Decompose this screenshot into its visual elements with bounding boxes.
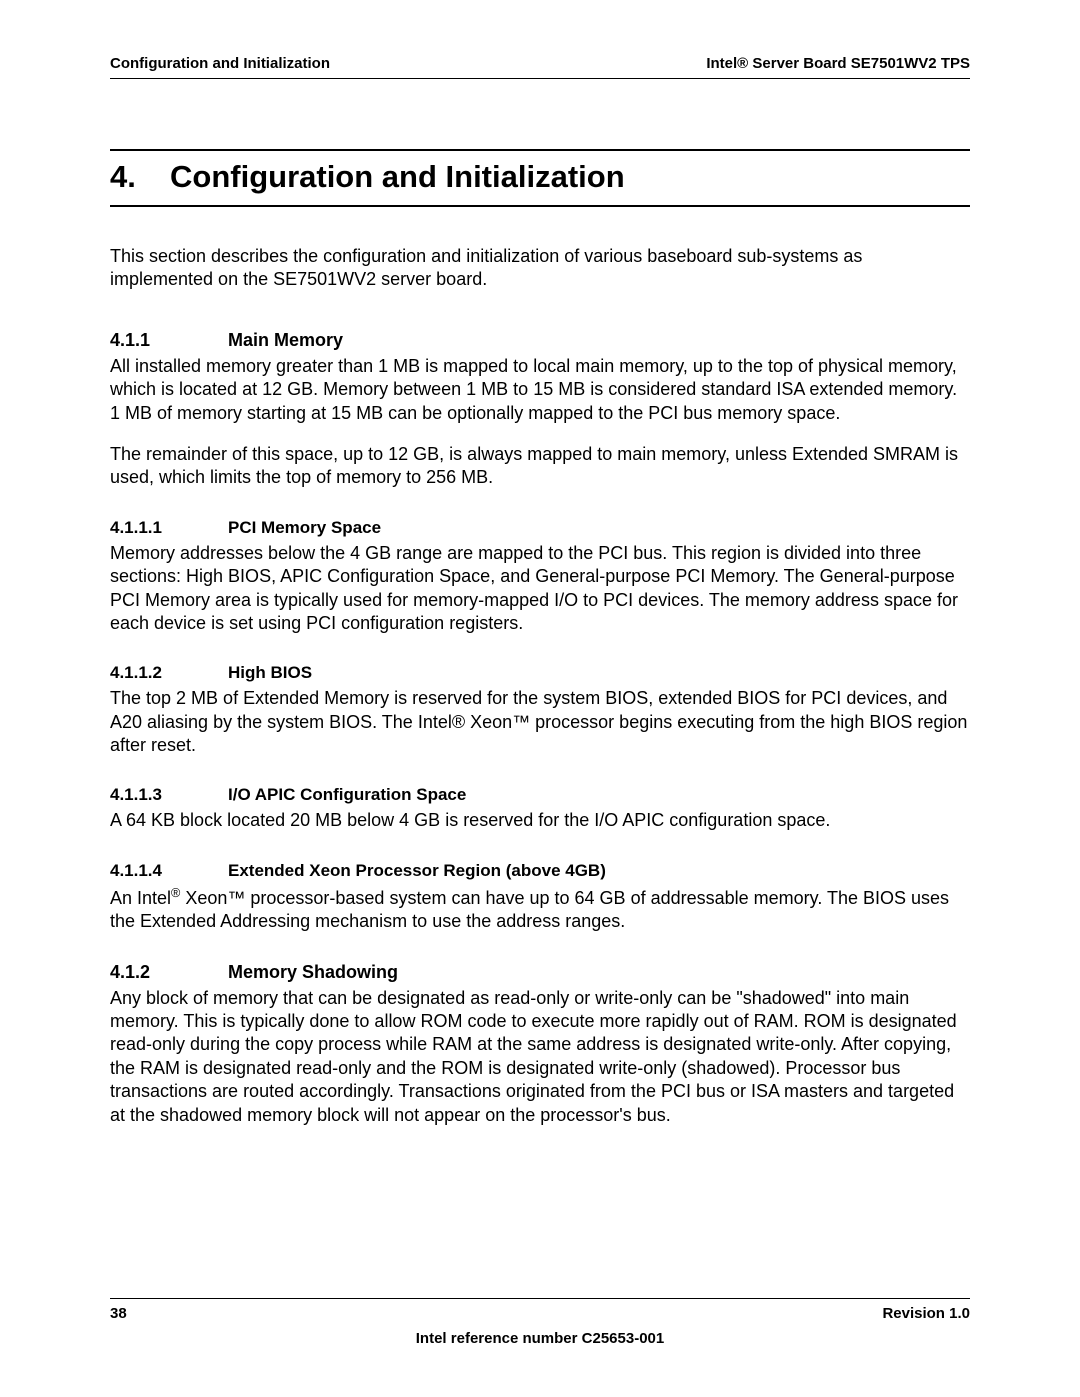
page-number: 38	[110, 1305, 127, 1322]
section-number: 4.1.2	[110, 962, 228, 983]
subsection-number: 4.1.1.1	[110, 518, 228, 538]
body-paragraph: Memory addresses below the 4 GB range ar…	[110, 542, 970, 636]
body-paragraph: The top 2 MB of Extended Memory is reser…	[110, 687, 970, 757]
section-title: Main Memory	[228, 330, 343, 350]
subsection-title: I/O APIC Configuration Space	[228, 785, 466, 804]
body-paragraph: An Intel® Xeon™ processor-based system c…	[110, 885, 970, 934]
revision-text: Revision 1.0	[882, 1305, 970, 1322]
subsection-number: 4.1.1.3	[110, 785, 228, 805]
body-paragraph: All installed memory greater than 1 MB i…	[110, 355, 970, 425]
body-paragraph: A 64 KB block located 20 MB below 4 GB i…	[110, 809, 970, 832]
section-title: Memory Shadowing	[228, 962, 398, 982]
subsection-heading: 4.1.1.4Extended Xeon Processor Region (a…	[110, 861, 970, 881]
chapter-title-text: Configuration and Initialization	[170, 159, 625, 194]
section-extended-xeon: 4.1.1.4Extended Xeon Processor Region (a…	[110, 861, 970, 934]
page-footer: 38 Revision 1.0 Intel reference number C…	[110, 1298, 970, 1347]
body-paragraph: The remainder of this space, up to 12 GB…	[110, 443, 970, 490]
subsection-title: PCI Memory Space	[228, 518, 381, 537]
subsection-title: High BIOS	[228, 663, 312, 682]
section-heading: 4.1.1Main Memory	[110, 330, 970, 351]
body-paragraph: Any block of memory that can be designat…	[110, 987, 970, 1127]
section-memory-shadowing: 4.1.2Memory Shadowing Any block of memor…	[110, 962, 970, 1127]
footer-row: 38 Revision 1.0	[110, 1305, 970, 1322]
section-main-memory: 4.1.1Main Memory All installed memory gr…	[110, 330, 970, 490]
section-pci-memory-space: 4.1.1.1PCI Memory Space Memory addresses…	[110, 518, 970, 636]
header-right-text: Intel® Server Board SE7501WV2 TPS	[706, 55, 970, 72]
chapter-heading: 4.Configuration and Initialization	[110, 159, 970, 195]
subsection-heading: 4.1.1.2High BIOS	[110, 663, 970, 683]
subsection-heading: 4.1.1.1PCI Memory Space	[110, 518, 970, 538]
header-left-text: Configuration and Initialization	[110, 55, 330, 72]
footer-reference: Intel reference number C25653-001	[110, 1330, 970, 1347]
chapter-number: 4.	[110, 159, 170, 195]
subsection-number: 4.1.1.4	[110, 861, 228, 881]
section-heading: 4.1.2Memory Shadowing	[110, 962, 970, 983]
section-number: 4.1.1	[110, 330, 228, 351]
subsection-heading: 4.1.1.3I/O APIC Configuration Space	[110, 785, 970, 805]
section-high-bios: 4.1.1.2High BIOS The top 2 MB of Extende…	[110, 663, 970, 757]
subsection-title: Extended Xeon Processor Region (above 4G…	[228, 861, 606, 880]
section-io-apic: 4.1.1.3I/O APIC Configuration Space A 64…	[110, 785, 970, 832]
intro-paragraph: This section describes the configuration…	[110, 245, 970, 292]
subsection-number: 4.1.1.2	[110, 663, 228, 683]
chapter-title-block: 4.Configuration and Initialization	[110, 149, 970, 207]
page-header: Configuration and Initialization Intel® …	[110, 55, 970, 79]
